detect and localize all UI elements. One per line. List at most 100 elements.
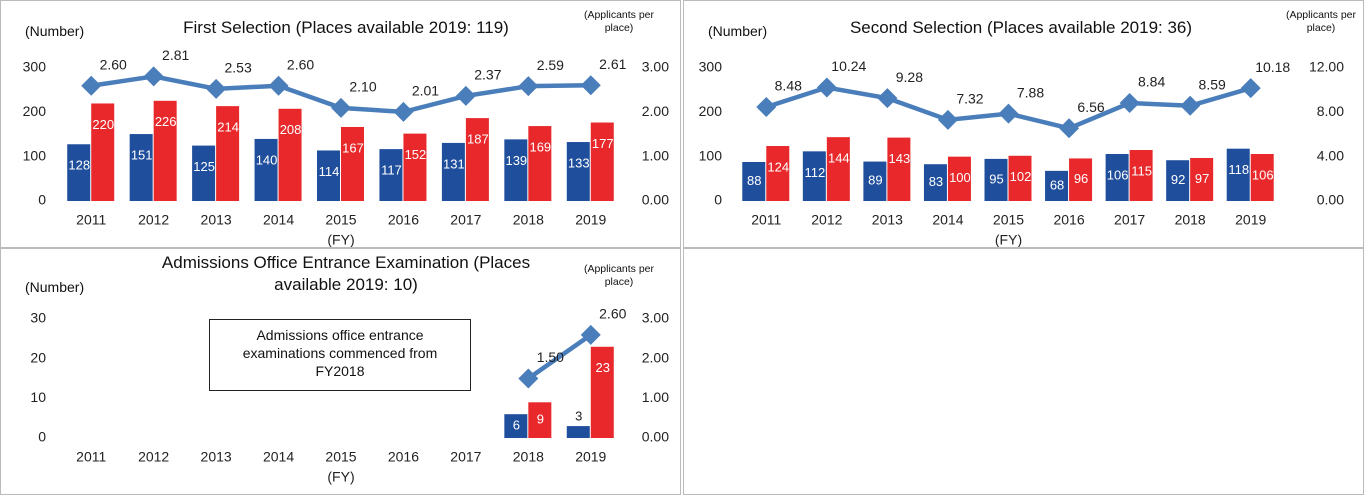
chart-panel: 0 10 20 30 0.00 1.00 2.00 3.00 2011 2012 2013 2014 2…	[0, 248, 681, 495]
line-marker	[393, 101, 414, 122]
bar-value-label: 68	[1050, 177, 1064, 192]
bar-value-label: 226	[155, 114, 177, 129]
bar-value-label: 89	[868, 173, 882, 188]
bar-value-label: 9	[537, 412, 544, 427]
x-tick-label: 2017	[450, 212, 481, 228]
x-tick-label: 2019	[1235, 212, 1266, 228]
bar	[379, 149, 403, 201]
bar-value-label: 118	[1228, 162, 1249, 177]
bar	[887, 137, 911, 201]
bar	[1069, 158, 1093, 201]
x-tick-label: 2018	[513, 449, 544, 465]
x-axis-label: (FY)	[995, 232, 1022, 247]
line-value-label: 7.32	[956, 91, 983, 107]
x-tick-label: 2011	[751, 212, 781, 228]
bar	[566, 142, 590, 201]
bar-value-label: 106	[1252, 167, 1274, 182]
x-tick-label: 2013	[872, 212, 903, 228]
line-marker	[1240, 78, 1261, 99]
bar	[826, 137, 850, 201]
line-value-label: 8.48	[775, 78, 802, 94]
bar-value-label: 208	[280, 122, 302, 137]
bar-value-label: 100	[949, 170, 971, 185]
y-axis-label: (Number)	[25, 23, 85, 39]
line-marker	[1119, 93, 1140, 114]
x-tick-label: 2016	[388, 212, 419, 228]
bar	[1166, 160, 1190, 201]
x-tick-label: 2016	[388, 449, 419, 465]
x-tick-label: 2016	[1053, 212, 1084, 228]
bar-value-label: 169	[529, 140, 551, 155]
bar	[153, 100, 177, 201]
bar-value-label: 151	[131, 147, 153, 162]
line-marker	[331, 97, 351, 118]
line-value-label: 2.60	[287, 56, 314, 72]
bar-value-label: 167	[342, 140, 364, 155]
bar-value-label: 125	[193, 159, 215, 174]
line-value-label: 8.59	[1199, 76, 1226, 92]
bar	[278, 108, 302, 201]
line-marker	[937, 109, 958, 130]
chart-panel: 0 100 200 300 0.00 4.00 8.00 12.00 2011 2012 2013 2…	[683, 0, 1364, 248]
x-tick-label: 2015	[325, 212, 356, 228]
bar	[1105, 154, 1129, 201]
bar	[91, 103, 115, 201]
bar	[317, 150, 340, 201]
bar	[528, 402, 552, 438]
x-tick-label: 2019	[575, 449, 606, 465]
bar-value-label: 152	[405, 147, 427, 162]
line	[527, 333, 593, 381]
line-value-label: 10.24	[831, 58, 866, 74]
y-tick-label: 0	[38, 192, 46, 208]
y-tick-label: 100	[699, 147, 723, 163]
line-marker	[998, 103, 1019, 124]
y-tick-label: 300	[23, 59, 47, 75]
x-tick-label: 2017	[1114, 212, 1145, 228]
line-value-label: 2.81	[162, 47, 189, 63]
bar-value-label: 102	[1010, 169, 1032, 184]
line-value-label: 9.28	[896, 69, 923, 85]
x-tick-label: 2014	[932, 212, 963, 228]
line-marker	[268, 75, 289, 96]
y2-axis-label: (Applicants per place)	[1285, 9, 1357, 34]
x-tick-label: 2015	[993, 212, 1024, 228]
bar-value-label: 133	[568, 155, 590, 170]
x-tick-label: 2013	[201, 212, 232, 228]
bar	[1250, 154, 1274, 201]
chart-panel: 0 100 200 300 0.00 1.00 2.00 3.00 2011 2012 2013 20…	[0, 0, 681, 248]
line-marker	[580, 324, 601, 345]
y2-tick-label: 8.00	[1317, 103, 1344, 119]
y2-axis-label: (Applicants per place)	[583, 263, 655, 288]
bar	[802, 151, 826, 201]
bar	[67, 144, 91, 201]
y2-tick-label: 1.00	[642, 389, 669, 405]
bar	[1045, 170, 1069, 201]
line-value-label: 7.88	[1017, 84, 1044, 100]
line-value-label: 8.84	[1138, 74, 1165, 90]
x-tick-label: 2018	[513, 212, 544, 228]
bar-value-label: 114	[319, 164, 340, 179]
x-tick-label: 2017	[450, 449, 481, 465]
x-tick-label: 2018	[1175, 212, 1206, 228]
y-tick-label: 20	[30, 349, 46, 365]
line-value-label: 2.53	[224, 60, 251, 76]
y-tick-label: 30	[30, 310, 46, 326]
y-tick-label: 200	[23, 103, 47, 119]
chart: 0 10 20 30 0.00 1.00 2.00 3.00 2011 2012 2013 2014 2…	[30, 306, 669, 485]
bar	[863, 161, 887, 201]
y-tick-label: 300	[699, 59, 723, 75]
chart-title: Second Selection (Places available 2019:…	[849, 18, 1193, 37]
bar-value-label: 139	[505, 153, 527, 168]
x-tick-label: 2012	[811, 212, 842, 228]
line-value-label: 2.10	[349, 79, 376, 95]
line-value-label: 2.37	[474, 67, 501, 83]
bar	[403, 133, 427, 201]
bar-value-label: 3	[575, 409, 582, 424]
line-marker	[518, 368, 539, 389]
x-tick-label: 2012	[138, 212, 169, 228]
chart: 0 100 200 300 0.00 4.00 8.00 12.00 2011 2012 2013 2…	[699, 58, 1345, 247]
line-value-label: 2.60	[100, 56, 127, 72]
bar-value-label: 124	[767, 159, 789, 174]
line-value-label: 10.18	[1255, 59, 1290, 75]
line-marker	[206, 78, 227, 99]
